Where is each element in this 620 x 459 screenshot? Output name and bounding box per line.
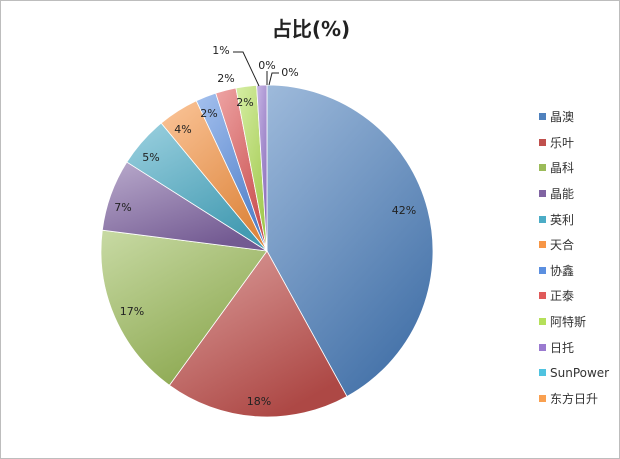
- data-label: 1%: [212, 44, 229, 57]
- legend-item: 天合: [539, 232, 609, 258]
- legend-swatch: [539, 190, 546, 198]
- legend-label: 乐叶: [550, 135, 575, 150]
- legend-swatch: [539, 292, 546, 300]
- pie-slice-晶澳: [266, 84, 434, 398]
- data-label: 0%: [258, 59, 275, 72]
- legend-swatch: [539, 369, 546, 377]
- legend-label: SunPower: [550, 365, 610, 380]
- legend-swatch: [539, 215, 546, 223]
- legend-swatch: [539, 241, 546, 249]
- legend-label: 晶科: [550, 161, 575, 176]
- legend-swatch: [539, 266, 546, 274]
- legend-label: 日托: [550, 340, 575, 355]
- legend-label: 阿特斯: [550, 315, 587, 330]
- data-label: 17%: [120, 305, 144, 318]
- legend-item: 英利: [539, 206, 609, 232]
- legend-item: SunPower: [539, 360, 609, 386]
- legend-swatch: [539, 343, 546, 351]
- legend-item: 东方日升: [539, 386, 609, 412]
- leader-line: [233, 51, 260, 87]
- legend-label: 晶能: [550, 187, 575, 202]
- data-label: 7%: [114, 201, 131, 214]
- legend-label: 正泰: [550, 289, 575, 304]
- legend-swatch: [539, 164, 546, 172]
- data-label: 5%: [142, 151, 159, 164]
- data-label: 4%: [174, 123, 191, 136]
- legend-item: 晶澳: [539, 104, 609, 130]
- legend-swatch: [539, 113, 546, 121]
- legend-item: 正泰: [539, 283, 609, 309]
- legend: 晶澳乐叶晶科晶能英利天合协鑫正泰阿特斯日托 SunPower 东方日升: [539, 104, 609, 411]
- legend-item: 晶科: [539, 155, 609, 181]
- legend-label: 英利: [550, 212, 575, 227]
- data-label: 18%: [247, 395, 271, 408]
- data-label: 42%: [392, 204, 416, 217]
- legend-item: 乐叶: [539, 130, 609, 156]
- pie-slice-乐叶: [168, 250, 348, 418]
- legend-swatch: [539, 394, 546, 402]
- legend-label: 天合: [550, 238, 575, 253]
- data-label: 2%: [236, 96, 253, 109]
- legend-label: 东方日升: [550, 391, 599, 406]
- legend-swatch: [539, 138, 546, 146]
- legend-item: 日托: [539, 334, 609, 360]
- legend-item: 晶能: [539, 181, 609, 207]
- data-label: 2%: [200, 107, 217, 120]
- leader-line: [268, 72, 279, 86]
- legend-item: 阿特斯: [539, 309, 609, 335]
- data-label: 0%: [281, 66, 298, 79]
- data-label: 2%: [217, 72, 234, 85]
- legend-swatch: [539, 318, 546, 326]
- pie-slice-晶科: [100, 229, 268, 386]
- legend-label: 协鑫: [550, 263, 575, 278]
- chart-title: 占比(%): [271, 17, 351, 41]
- legend-item: 协鑫: [539, 258, 609, 284]
- legend-label: 晶澳: [550, 110, 575, 125]
